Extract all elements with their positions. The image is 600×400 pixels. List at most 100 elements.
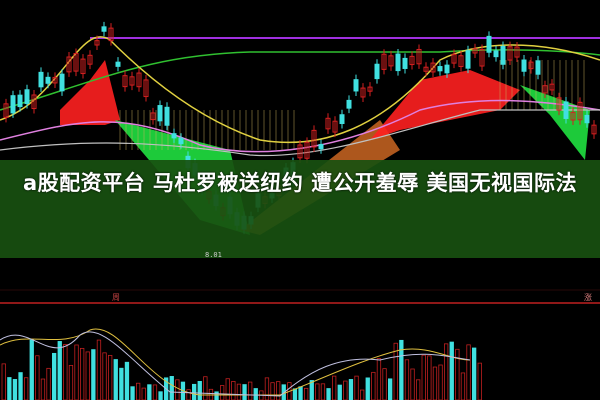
- candle-body: [493, 50, 499, 58]
- volume-bar: [343, 380, 348, 400]
- candle-body: [10, 95, 16, 114]
- volume-bar: [337, 384, 342, 400]
- volume-bar: [427, 355, 432, 400]
- volume-bar: [231, 381, 236, 400]
- candle-body: [430, 62, 436, 73]
- volume-bar: [191, 383, 197, 400]
- volume-bar: [449, 341, 454, 400]
- volume-bar: [298, 386, 303, 400]
- candle-body: [304, 141, 310, 159]
- volume-bar: [348, 379, 354, 400]
- candle-body: [136, 72, 142, 88]
- candle-body: [101, 26, 107, 32]
- candle-body: [122, 75, 128, 88]
- volume-bar: [292, 388, 298, 400]
- candle-body: [444, 64, 450, 74]
- candle-body: [563, 101, 569, 119]
- candle-body: [31, 94, 37, 110]
- candle-body: [157, 105, 163, 122]
- volume-bar: [57, 341, 62, 400]
- candle-body: [38, 71, 44, 88]
- volume-bar: [102, 352, 107, 400]
- candle-body: [542, 85, 548, 94]
- volume-bar: [331, 375, 337, 400]
- volume-bar: [130, 386, 135, 400]
- candle-body: [465, 50, 471, 69]
- candle-body: [143, 79, 149, 98]
- candle-body: [17, 94, 23, 108]
- candle-body: [472, 48, 478, 54]
- volume-bar: [147, 384, 152, 400]
- volume-bar: [320, 383, 326, 400]
- volume-bar: [63, 344, 68, 400]
- volume-bar: [29, 339, 34, 400]
- volume-bar: [460, 372, 466, 400]
- candle-body: [395, 53, 401, 72]
- candle-body: [388, 55, 394, 67]
- volume-bar: [18, 372, 23, 400]
- candle-body: [318, 144, 324, 150]
- volume-bar: [477, 362, 482, 400]
- candle-body: [346, 99, 352, 109]
- candle-body: [591, 124, 597, 135]
- candle-body: [325, 117, 331, 130]
- volume-bar: [46, 367, 51, 400]
- candle-body: [171, 133, 177, 139]
- candle-body: [24, 89, 30, 104]
- volume-bar: [135, 382, 141, 400]
- volume-bar: [309, 380, 314, 400]
- volume-bar: [169, 376, 174, 400]
- candle-body: [332, 120, 338, 133]
- volume-bar: [315, 383, 320, 400]
- volume-bar: [326, 388, 331, 400]
- candle-body: [570, 111, 576, 121]
- candle-body: [73, 52, 79, 72]
- candle-body: [514, 46, 520, 58]
- candle-body: [423, 66, 429, 72]
- candle-body: [381, 53, 387, 70]
- volume-bar: [236, 383, 242, 400]
- volume-bar: [438, 364, 443, 400]
- candle-body: [416, 48, 422, 65]
- volume-bar: [443, 343, 449, 400]
- volume-bar: [214, 391, 219, 400]
- candle-body: [115, 61, 121, 67]
- down-ribbon-2: [520, 85, 590, 160]
- candle-body: [367, 86, 373, 92]
- candle-body: [80, 58, 86, 75]
- candle-body: [339, 114, 345, 125]
- volume-bar: [1, 363, 6, 400]
- candle-body: [87, 54, 93, 65]
- volume-bar: [270, 382, 275, 400]
- volume-bar: [52, 352, 57, 400]
- volume-bar: [197, 380, 202, 400]
- volume-bar: [242, 384, 247, 400]
- volume-bar: [387, 378, 393, 400]
- candle-body: [584, 114, 590, 124]
- volume-bar: [96, 339, 102, 400]
- volume-bar: [141, 387, 146, 400]
- headline-banner: [0, 160, 600, 258]
- headline-text: a股配资平台 马杜罗被送纽约 遭公开羞辱 美国无视国际法: [22, 171, 578, 195]
- low-price-label: 8.01: [205, 251, 222, 259]
- volume-bar: [466, 344, 471, 400]
- candle-body: [486, 35, 492, 53]
- candle-body: [94, 40, 100, 46]
- volume-bar: [365, 377, 370, 400]
- volume-bar: [23, 377, 29, 400]
- candle-body: [3, 103, 9, 118]
- volume-bar: [287, 382, 292, 400]
- candle-body: [458, 55, 464, 68]
- volume-bar: [186, 389, 191, 400]
- volume-bar: [85, 351, 90, 400]
- volume-bar: [113, 359, 118, 400]
- candle-body: [150, 112, 156, 121]
- white-ma-line: [0, 109, 600, 157]
- volume-marker-left: 周: [112, 293, 120, 302]
- candle-body: [297, 144, 303, 159]
- volume-bar: [74, 344, 79, 400]
- volume-bar: [12, 379, 18, 400]
- candle-body: [353, 79, 359, 92]
- volume-bar: [7, 377, 12, 400]
